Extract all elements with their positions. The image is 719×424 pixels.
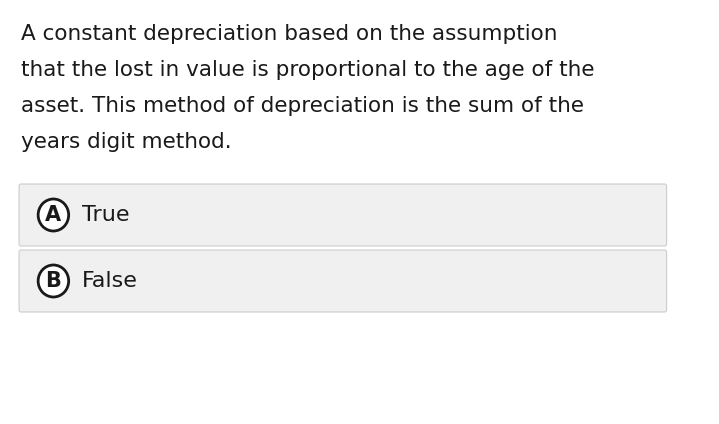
FancyBboxPatch shape [19, 250, 667, 312]
Text: asset. This method of depreciation is the sum of the: asset. This method of depreciation is th… [21, 96, 584, 116]
Text: years digit method.: years digit method. [21, 132, 232, 152]
Text: False: False [82, 271, 138, 291]
Text: A: A [45, 205, 61, 225]
Circle shape [38, 199, 68, 231]
Text: that the lost in value is proportional to the age of the: that the lost in value is proportional t… [21, 60, 595, 80]
Text: B: B [45, 271, 61, 291]
FancyBboxPatch shape [19, 184, 667, 246]
Text: A constant depreciation based on the assumption: A constant depreciation based on the ass… [21, 24, 557, 44]
Circle shape [38, 265, 68, 297]
Text: True: True [82, 205, 129, 225]
